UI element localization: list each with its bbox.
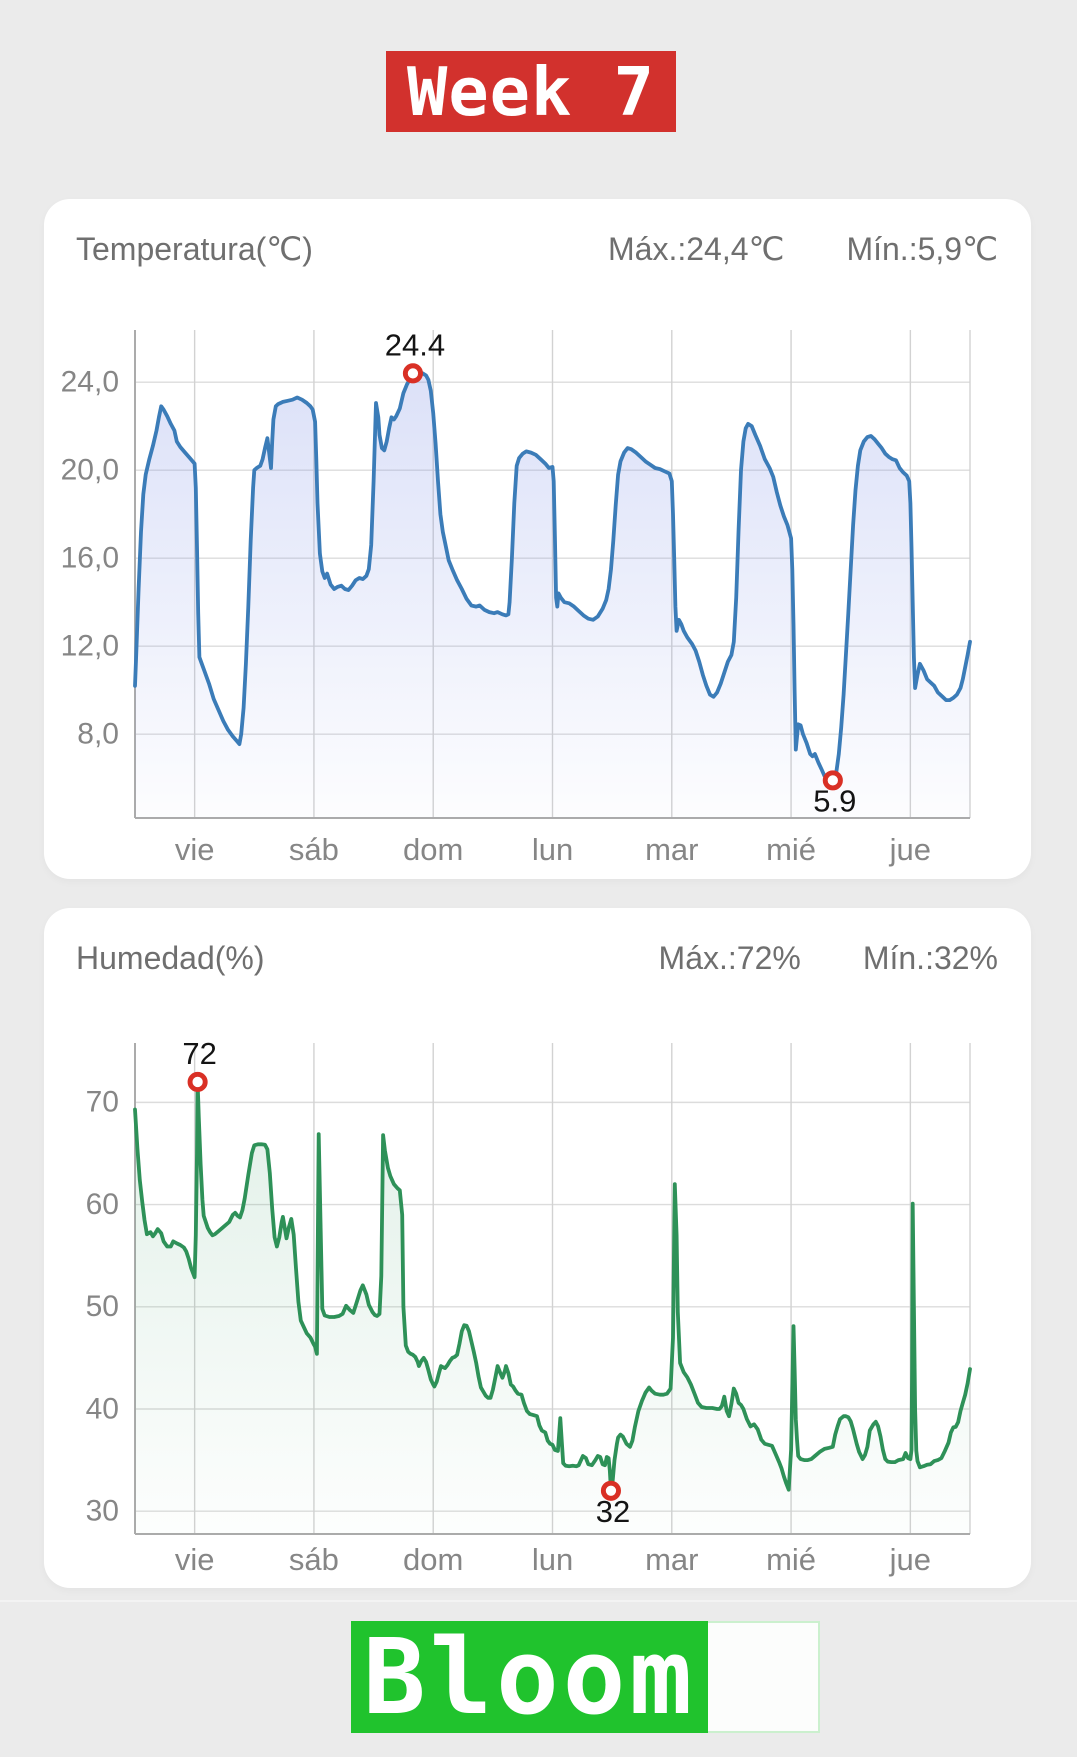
x-tick-label: lun (532, 832, 573, 867)
x-tick-label: mar (645, 832, 698, 867)
bloom-badge: Bloom (351, 1616, 708, 1738)
x-tick-label: vie (175, 1542, 215, 1577)
series-area (135, 1081, 970, 1534)
x-tick-label: lun (532, 1542, 573, 1577)
y-tick-label: 16,0 (61, 541, 119, 574)
extreme-marker-label: 24.4 (385, 327, 445, 362)
x-tick-label: jue (889, 1542, 931, 1577)
x-tick-label: mié (766, 1542, 816, 1577)
x-tick-label: mié (766, 832, 816, 867)
extreme-marker-label: 32 (596, 1494, 630, 1529)
week-badge: Week 7 (386, 51, 676, 132)
x-tick-label: jue (889, 832, 931, 867)
y-tick-label: 60 (86, 1188, 119, 1221)
x-tick-label: mar (645, 1542, 698, 1577)
extreme-marker-label: 72 (182, 1036, 216, 1071)
extreme-marker (822, 770, 843, 791)
extreme-marker (402, 363, 423, 384)
bloom-bar-remainder (708, 1621, 820, 1733)
x-tick-label: vie (175, 832, 215, 867)
humidity-chart: 70 60 50 40 30 vie sáb dom lun mar mié jue 72 32 (86, 1036, 972, 1577)
y-tick-label: 8,0 (77, 717, 119, 750)
section-divider (0, 1600, 1077, 1602)
x-tick-label: sáb (289, 832, 339, 867)
y-tick-label: 50 (86, 1290, 119, 1323)
y-tick-label: 30 (86, 1495, 119, 1528)
x-tick-label: dom (403, 832, 463, 867)
y-tick-label: 40 (86, 1392, 119, 1425)
x-tick-label: dom (403, 1542, 463, 1577)
humidity-title: Humedad(%) (76, 940, 265, 976)
x-tick-label: sáb (289, 1542, 339, 1577)
extreme-marker (600, 1480, 622, 1501)
y-tick-label: 24,0 (61, 365, 119, 398)
temperature-max-stat: Máx.:24,4℃ (608, 231, 785, 267)
bloom-badge-label: Bloom (362, 1616, 697, 1738)
series-area (135, 373, 970, 818)
bloom-stage-bar: Bloom (351, 1616, 820, 1738)
y-tick-label: 12,0 (61, 629, 119, 662)
humidity-card-header: Humedad(%) Máx.:72% Mín.:32% (76, 938, 998, 978)
temperature-card-header: Temperatura(℃) Máx.:24,4℃ Mín.:5,9℃ (76, 229, 998, 269)
y-tick-label: 70 (86, 1086, 119, 1119)
y-tick-label: 20,0 (61, 453, 119, 486)
temperature-min-stat: Mín.:5,9℃ (846, 231, 998, 267)
temperature-card: Temperatura(℃) Máx.:24,4℃ Mín.:5,9℃ 24,0… (44, 199, 1031, 879)
humidity-max-stat: Máx.:72% (658, 940, 801, 976)
extreme-marker-label: 5.9 (813, 783, 856, 818)
extreme-marker (187, 1071, 208, 1092)
series-line (133, 371, 972, 783)
humidity-card: Humedad(%) Máx.:72% Mín.:32% 70 60 50 40 30 v… (44, 908, 1031, 1588)
temperature-chart: 24,0 20,0 16,0 12,0 8,0 vie sáb dom lun mar mié jue… (61, 327, 972, 867)
series-line (133, 1080, 972, 1493)
temperature-title: Temperatura(℃) (76, 231, 313, 267)
humidity-min-stat: Mín.:32% (862, 940, 998, 976)
week-badge-label: Week 7 (406, 52, 656, 131)
